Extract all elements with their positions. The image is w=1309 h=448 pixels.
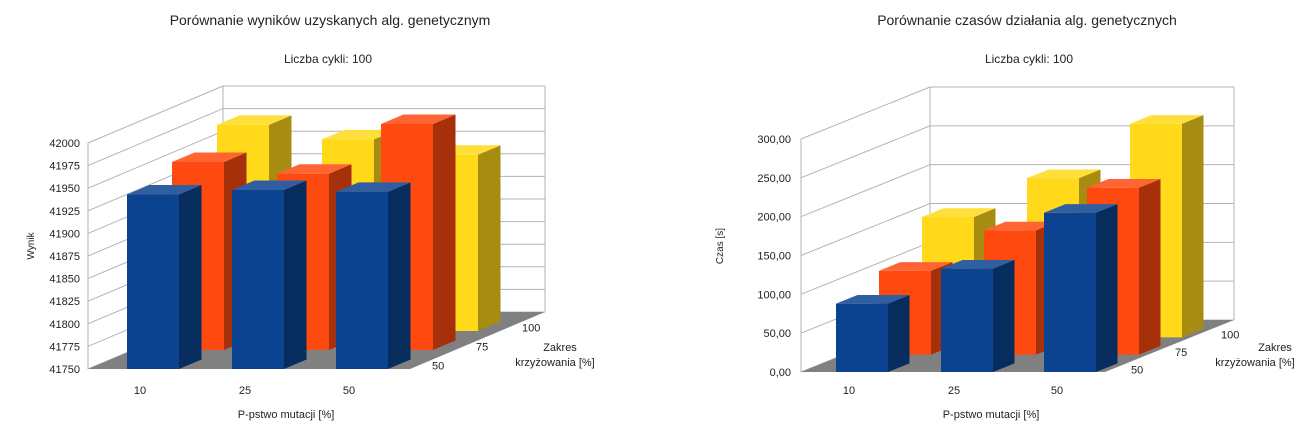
depth-tick-label: 75 (476, 342, 488, 354)
y-tick-label: 41800 (49, 319, 80, 331)
depth-tick-label: 75 (1175, 347, 1187, 359)
y-tick-label: 100,00 (757, 289, 791, 301)
y-tick-label: 41825 (49, 296, 80, 308)
bar-top (336, 182, 411, 192)
depth-tick-label: 100 (522, 323, 540, 335)
plot-area: 41750 41775 41800 41825 41850 41875 41900 41925… (49, 85, 546, 397)
depth-tick-label: 50 (432, 361, 444, 373)
gridline (800, 241, 931, 295)
bar-top (984, 221, 1058, 231)
x-tick-label: 10 (843, 385, 855, 397)
y-axis-label: Wynik (26, 231, 37, 259)
gridline (800, 125, 931, 179)
bar (941, 260, 1015, 372)
bar (336, 182, 411, 369)
y-tick-label: 0,00 (770, 367, 791, 379)
y-tick-label: 250,00 (757, 173, 791, 185)
y-tick-label: 50,00 (763, 328, 791, 340)
score-comparison-chart: Porównanie wyników uzyskanych alg. genet… (26, 12, 595, 421)
x-axis-label: P-pstwo mutacji [%] (943, 409, 1040, 421)
bar-front (127, 194, 179, 369)
y-tick-label: 41975 (49, 161, 80, 173)
bar-top (381, 114, 456, 124)
gridline (800, 203, 931, 256)
y-tick-label: 41750 (49, 364, 80, 376)
y-tick-label: 42000 (49, 138, 80, 150)
bar-top (217, 115, 292, 125)
x-tick-label: 10 (134, 385, 146, 397)
y-tick-label: 41850 (49, 274, 80, 286)
bar-side (284, 180, 307, 369)
y-tick-label: 41875 (49, 251, 80, 263)
bar-side (1182, 115, 1204, 338)
bar-side (433, 114, 456, 350)
bar-top (1027, 169, 1101, 179)
y-tick-label: 150,00 (757, 251, 791, 263)
bar-side (179, 185, 202, 369)
y-tick-label: 200,00 (757, 212, 791, 224)
bar-front (232, 190, 284, 369)
bar (127, 185, 202, 369)
chart-title: Porównanie czasów działania alg. genetyc… (877, 12, 1177, 28)
x-tick-label: 25 (948, 385, 960, 397)
x-tick-label: 50 (343, 385, 355, 397)
bar-front (836, 303, 888, 372)
depth-axis-label-line1: Zakres (543, 342, 577, 354)
bar (232, 180, 307, 369)
bar-side (993, 260, 1015, 372)
depth-axis-label-line2: krzyżowania [%] (515, 357, 594, 369)
chart-title: Porównanie wyników uzyskanych alg. genet… (170, 12, 491, 28)
gridline (87, 130, 224, 189)
bar-front (941, 268, 993, 372)
bar-top (879, 262, 953, 271)
plot-area: 0,00 50,00 100,00 150,00 200,00 250,00 300,00 5… (757, 86, 1239, 397)
chart-subtitle: Liczba cykli: 100 (985, 52, 1073, 66)
bar (836, 294, 910, 372)
time-comparison-chart: Porównanie czasów działania alg. genetyc… (715, 12, 1295, 421)
depth-axis-label-line1: Zakres (1258, 342, 1292, 354)
y-axis-label: Czas [s] (715, 228, 726, 264)
bar-top (941, 260, 1015, 269)
y-tick-label: 41925 (49, 206, 80, 218)
bar-top (836, 294, 910, 304)
bar-top (172, 152, 247, 162)
bar-top (322, 129, 397, 140)
gridline (800, 86, 931, 140)
x-tick-label: 25 (239, 385, 251, 397)
bar-top (127, 185, 202, 195)
depth-axis-label-line2: krzyżowania [%] (1215, 357, 1294, 369)
bar-top (232, 180, 307, 191)
y-tick-label: 41775 (49, 341, 80, 353)
gridline (87, 108, 224, 167)
bar-front (1044, 212, 1096, 372)
bar-top (1087, 179, 1161, 188)
depth-tick-label: 100 (1221, 330, 1239, 342)
x-axis-label: P-pstwo mutacji [%] (238, 409, 335, 421)
x-tick-label: 50 (1051, 385, 1063, 397)
bar-top (277, 164, 352, 174)
gridline (800, 164, 931, 218)
bar-top (1130, 115, 1204, 124)
bar (1044, 204, 1118, 372)
bar-side (1096, 204, 1118, 372)
y-tick-label: 41900 (49, 228, 80, 240)
bar-side (888, 294, 910, 372)
bar-side (388, 182, 411, 369)
bar-front (336, 191, 388, 369)
bar-top (1044, 204, 1118, 213)
depth-tick-label: 50 (1131, 364, 1143, 376)
bar-top (922, 208, 996, 217)
bar-side (1139, 179, 1161, 355)
y-tick-label: 300,00 (757, 134, 791, 146)
chart-subtitle: Liczba cykli: 100 (284, 52, 372, 66)
gridline (87, 85, 224, 144)
bar-side (478, 145, 501, 331)
y-tick-label: 41950 (49, 183, 80, 195)
